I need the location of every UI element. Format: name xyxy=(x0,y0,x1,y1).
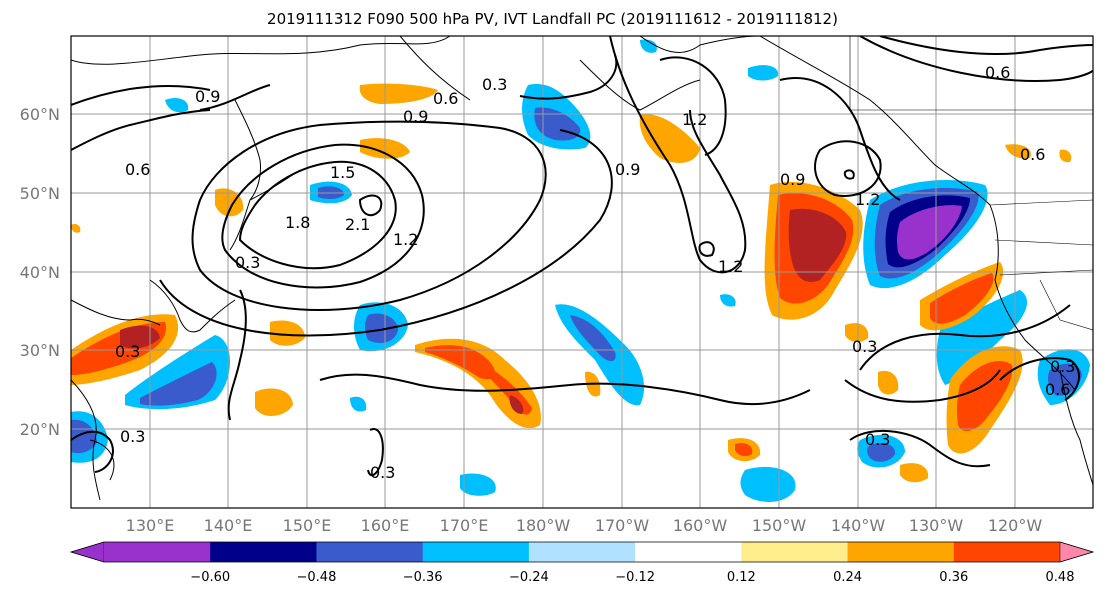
colorbar: −0.60 −0.48 −0.36 −0.24 −0.12 0.12 0.24 0.36 0.4… xyxy=(69,541,1095,585)
colorbar-tick-label: −0.48 xyxy=(297,570,337,585)
colorbar-extend-high xyxy=(1059,541,1094,563)
pv-anomaly-fills xyxy=(71,39,1090,502)
lon-label: 120°W xyxy=(988,516,1043,535)
longitude-labels: 130°E 140°E 150°E 160°E 170°E 180°W 170°… xyxy=(126,516,1043,535)
colorbar-tick-label: 0.36 xyxy=(939,570,968,585)
contour-label: 0.9 xyxy=(615,160,640,179)
contour-label: 1.2 xyxy=(682,110,707,129)
latitude-labels: 60°N 50°N 40°N 30°N 20°N xyxy=(20,105,60,439)
colorbar-tick-label: −0.24 xyxy=(509,570,549,585)
contour-label: 0.3 xyxy=(1050,357,1075,376)
contour-label: 0.3 xyxy=(235,253,260,272)
lat-label: 40°N xyxy=(20,263,60,282)
ivt-contours xyxy=(71,36,1093,477)
colorbar-tick-label: 0.48 xyxy=(1046,570,1075,585)
colorbar-segment xyxy=(210,542,317,562)
contour-label: 1.2 xyxy=(718,257,743,276)
lon-label: 150°E xyxy=(283,516,332,535)
lon-label: 140°W xyxy=(831,516,886,535)
lon-label: 170°W xyxy=(595,516,650,535)
colorbar-tick-label: −0.60 xyxy=(190,570,230,585)
contour-label: 1.8 xyxy=(285,213,310,232)
contour-label: 0.6 xyxy=(1045,380,1070,399)
colorbar-segment xyxy=(847,542,955,562)
lon-label: 160°W xyxy=(673,516,728,535)
contour-label: 1.5 xyxy=(330,163,355,182)
lat-label: 50°N xyxy=(20,184,60,203)
colorbar-segment xyxy=(422,542,530,562)
contour-label: 0.3 xyxy=(115,342,140,361)
contour-label: 0.6 xyxy=(985,63,1010,82)
lon-label: 140°E xyxy=(204,516,253,535)
contour-label: 0.3 xyxy=(120,427,145,446)
colorbar-segment xyxy=(104,542,211,562)
lon-label: 170°E xyxy=(440,516,489,535)
lat-label: 60°N xyxy=(20,105,60,124)
colorbar-segment xyxy=(741,542,849,562)
contour-label: 0.6 xyxy=(1020,145,1045,164)
colorbar-segment xyxy=(953,542,1061,562)
contour-label: 0.3 xyxy=(370,463,395,482)
graticule xyxy=(71,36,1093,508)
contour-label: 0.9 xyxy=(780,170,805,189)
contour-label: 0.9 xyxy=(195,87,220,106)
lon-label: 130°E xyxy=(126,516,175,535)
lon-label: 130°W xyxy=(909,516,964,535)
colorbar-tick-label: −0.12 xyxy=(615,570,655,585)
contour-label: 0.3 xyxy=(865,430,890,449)
lon-label: 150°W xyxy=(752,516,807,535)
lon-label: 160°E xyxy=(361,516,410,535)
contour-label: 0.3 xyxy=(852,337,877,356)
contour-label: 1.2 xyxy=(855,190,880,209)
lon-label: 180°W xyxy=(516,516,571,535)
contour-label: 1.2 xyxy=(393,230,418,249)
contour-label: 0.3 xyxy=(482,75,507,94)
lat-label: 20°N xyxy=(20,420,60,439)
colorbar-tick-label: −0.36 xyxy=(403,570,443,585)
colorbar-tick-label: 0.12 xyxy=(727,570,756,585)
political-borders xyxy=(849,36,1093,331)
coastlines xyxy=(71,36,1093,501)
map-frame xyxy=(70,35,1094,509)
contour-labels: 0.9 0.6 0.3 0.9 0.6 1.5 1.2 2.1 1.8 1.2 … xyxy=(115,63,1075,482)
colorbar-segment xyxy=(635,542,742,562)
lat-label: 30°N xyxy=(20,341,60,360)
contour-label: 2.1 xyxy=(345,215,370,234)
contour-label: 0.6 xyxy=(433,89,458,108)
contour-label: 0.6 xyxy=(125,160,150,179)
contour-label: 0.9 xyxy=(403,107,428,126)
colorbar-outline xyxy=(69,541,1095,563)
colorbar-segment xyxy=(316,542,424,562)
colorbar-extend-low xyxy=(70,541,105,563)
map-title: 2019111312 F090 500 hPa PV, IVT Landfall… xyxy=(267,10,838,28)
colorbar-tick-label: 0.24 xyxy=(833,570,862,585)
colorbar-segment xyxy=(528,542,636,562)
